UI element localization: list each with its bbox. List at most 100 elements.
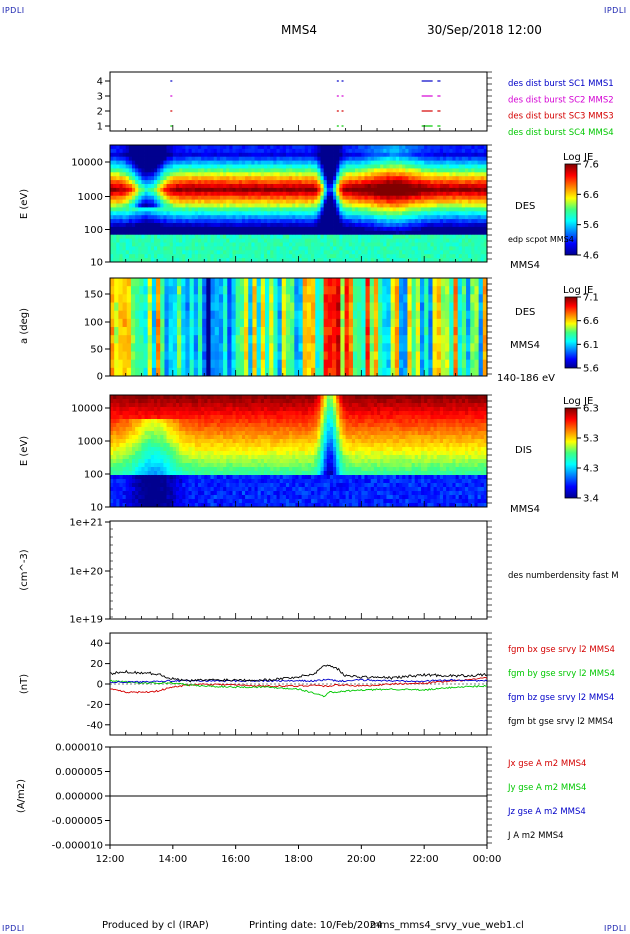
heatmap-cell [207, 215, 211, 220]
heatmap-cell [273, 164, 277, 169]
heatmap-cell [383, 250, 387, 255]
heatmap-cell [361, 195, 365, 200]
heatmap-cell [264, 359, 270, 369]
heatmap-cell [229, 230, 233, 236]
heatmap-cell [421, 187, 425, 193]
heatmap-cell [216, 226, 221, 232]
heatmap-cell [457, 318, 463, 328]
heatmap-cell [355, 203, 359, 208]
heatmap-cell [227, 310, 232, 320]
heatmap-cell [119, 164, 123, 169]
heatmap-cell [163, 203, 167, 208]
heatmap-cell [482, 367, 488, 377]
heatmap-cell [144, 191, 149, 197]
heatmap-cell [263, 180, 268, 185]
heatmap-cell [382, 294, 387, 303]
heatmap-cell [361, 219, 365, 224]
heatmap-cell [147, 223, 152, 228]
heatmap-cell [194, 211, 199, 216]
heatmap-cell [345, 215, 350, 220]
heatmap-cell [135, 310, 140, 320]
heatmap-cell [314, 215, 318, 220]
heatmap-cell [482, 335, 488, 344]
heatmap-cell [223, 219, 227, 224]
heatmap-cell [417, 234, 422, 239]
heatmap-cell [135, 211, 139, 216]
heatmap-cell [144, 250, 149, 255]
heatmap-cell [138, 230, 142, 236]
heatmap-cell [452, 223, 456, 228]
heatmap-cell [113, 184, 117, 189]
heatmap-cell [125, 160, 130, 165]
heatmap-cell [443, 203, 447, 208]
heatmap-cell [116, 435, 120, 440]
heatmap-cell [389, 238, 394, 243]
heatmap-cell [382, 286, 387, 295]
heatmap-cell [436, 180, 441, 185]
heatmap-cell [175, 230, 180, 236]
heatmap-cell [445, 351, 450, 361]
heatmap-cell [194, 148, 199, 154]
heatmap-cell [304, 242, 309, 247]
heatmap-cell [443, 246, 447, 251]
heatmap-cell [465, 242, 469, 247]
heatmap-cell [302, 310, 308, 320]
heatmap-cell [369, 286, 375, 295]
heatmap-cell [430, 226, 434, 232]
heatmap-cell [122, 487, 127, 492]
heatmap-cell [110, 407, 114, 412]
heatmap-cell [175, 207, 180, 212]
heatmap-cell [260, 176, 265, 181]
heatmap-cell [408, 145, 412, 150]
heatmap-cell [370, 246, 375, 251]
heatmap-cell [436, 367, 442, 377]
heatmap-cell [430, 234, 434, 239]
heatmap-cell [138, 226, 142, 232]
heatmap-cell [380, 156, 384, 161]
heatmap-cell [273, 238, 277, 243]
heatmap-cell [480, 191, 485, 197]
heatmap-cell [383, 184, 387, 189]
heatmap-cell [229, 238, 233, 243]
heatmap-cell [118, 351, 123, 361]
heatmap-cell [113, 258, 117, 263]
heatmap-cell [386, 230, 391, 236]
heatmap-cell [232, 145, 237, 150]
heatmap-cell [483, 258, 488, 263]
heatmap-cell [160, 184, 164, 189]
heatmap-cell [290, 294, 295, 303]
heatmap-cell [411, 156, 416, 161]
heatmap-cell [377, 180, 381, 185]
heatmap-cell [260, 351, 266, 361]
heatmap-cell [320, 254, 325, 259]
heatmap-cell [238, 246, 243, 251]
heatmap-cell [202, 351, 207, 361]
heatmap-cell [453, 359, 459, 369]
heatmap-cell [436, 148, 441, 154]
heatmap-cell [238, 234, 243, 239]
heatmap-cell [157, 215, 161, 220]
heatmap-cell [202, 359, 207, 369]
heatmap-cell [339, 258, 343, 263]
heatmap-cell [235, 176, 240, 181]
heatmap-cell [340, 294, 345, 303]
heatmap-cell [405, 215, 409, 220]
heatmap-cell [480, 184, 485, 189]
heatmap-cell [477, 242, 482, 247]
heatmap-cell [483, 234, 488, 239]
heatmap-cell [202, 335, 207, 344]
heatmap-cell [361, 191, 365, 197]
heatmap-cell [336, 250, 340, 255]
heatmap-cell [175, 160, 180, 165]
heatmap-cell [201, 258, 205, 263]
heatmap-cell [116, 207, 120, 212]
heatmap-cell [279, 180, 284, 185]
heatmap-cell [433, 234, 438, 239]
heatmap-cell [414, 187, 419, 193]
heatmap-cell [317, 145, 321, 150]
heatmap-cell [193, 367, 199, 377]
heatmap-cell [458, 152, 463, 158]
heatmap-cell [449, 168, 453, 173]
heatmap-cell [395, 219, 400, 224]
heatmap-cell [110, 242, 114, 247]
